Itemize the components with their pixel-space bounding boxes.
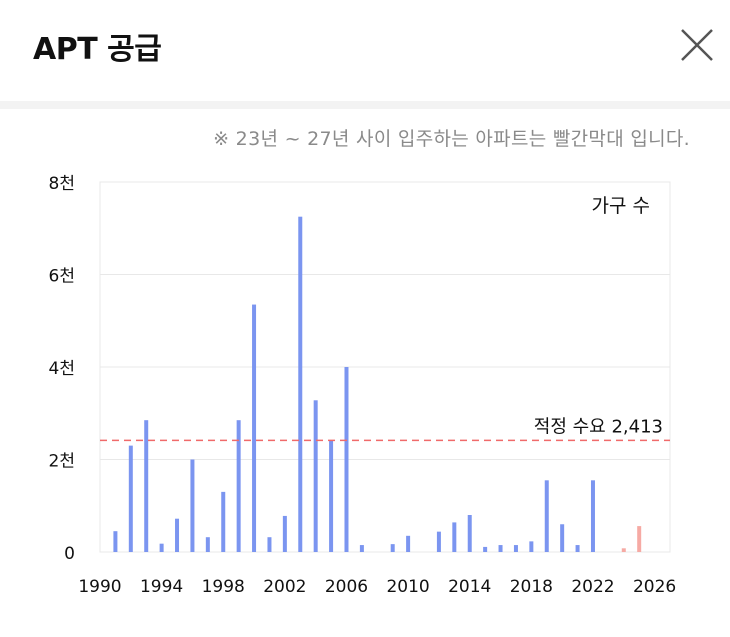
- bar: [128, 445, 133, 552]
- unit-label: 가구 수: [592, 195, 650, 217]
- x-tick-label: 2002: [263, 577, 306, 597]
- bar: [575, 545, 580, 552]
- bar: [513, 545, 518, 552]
- bar: [498, 545, 503, 552]
- x-tick-label: 2006: [325, 577, 368, 597]
- bar: [298, 216, 303, 552]
- bar: [175, 518, 180, 552]
- bar: [159, 543, 164, 552]
- x-tick-label: 2010: [386, 577, 429, 597]
- y-tick-label: 0: [64, 544, 75, 564]
- bar: [113, 531, 118, 552]
- bar: [436, 531, 441, 552]
- future-bar: [621, 548, 626, 552]
- x-tick-label: 2014: [448, 577, 491, 597]
- x-tick-label: 1994: [140, 577, 183, 597]
- bar: [406, 535, 411, 552]
- bar: [452, 522, 457, 552]
- bar: [236, 420, 241, 552]
- page-title: APT 공급: [33, 32, 162, 67]
- bar: [344, 367, 349, 552]
- bar: [144, 420, 149, 552]
- bar: [529, 541, 534, 552]
- bar: [544, 480, 549, 552]
- y-tick-label: 8천: [49, 174, 75, 194]
- bar: [359, 545, 364, 552]
- close-icon[interactable]: [674, 22, 720, 68]
- x-tick-label: 1998: [202, 577, 245, 597]
- y-tick-label: 2천: [49, 452, 75, 472]
- future-bar: [637, 526, 642, 552]
- y-tick-label: 4천: [49, 359, 75, 379]
- x-tick-label: 1990: [78, 577, 121, 597]
- bar: [313, 400, 318, 552]
- bar: [282, 515, 287, 552]
- header-divider: [0, 101, 730, 109]
- bar: [221, 491, 226, 552]
- x-tick-label: 2022: [571, 577, 614, 597]
- x-tick-label: 2018: [510, 577, 553, 597]
- bar: [390, 544, 395, 552]
- bar: [560, 524, 565, 552]
- bar: [267, 537, 272, 552]
- bar: [205, 537, 210, 552]
- bar: [252, 304, 257, 552]
- chart-note: ※ 23년 ~ 27년 사이 입주하는 아파트는 빨간막대 입니다.: [213, 128, 690, 150]
- header: APT 공급: [0, 0, 730, 100]
- bar: [329, 441, 334, 552]
- bar: [483, 546, 488, 552]
- x-tick-label: 2026: [633, 577, 676, 597]
- y-tick-label: 6천: [49, 267, 75, 287]
- bar: [190, 459, 195, 552]
- reference-line-label: 적정 수요 2,413: [534, 416, 663, 437]
- bar: [590, 480, 595, 552]
- bar: [467, 515, 472, 552]
